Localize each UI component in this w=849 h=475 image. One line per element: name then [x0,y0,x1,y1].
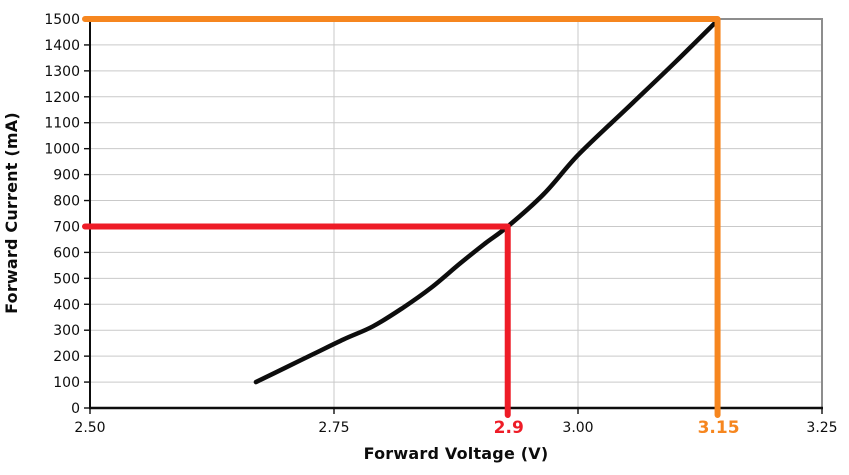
orange-crosshair-label: 3.15 [698,418,740,438]
red-crosshair-line [82,223,511,418]
y-tick-label: 900 [53,168,80,184]
x-tick-label: 2.50 [74,420,105,436]
x-tick-label: 3.00 [562,420,593,436]
y-tick-label: 200 [53,349,80,365]
x-tick-label: 2.75 [318,420,349,436]
y-tick-label: 1300 [44,64,80,80]
x-axis-title: Forward Voltage (V) [363,444,549,463]
red-crosshair-label: 2.9 [494,418,524,438]
y-tick-label: 1200 [44,90,80,106]
y-tick-label: 1500 [44,12,80,28]
x-tick-label: 3.25 [806,420,837,436]
y-tick-label: 400 [53,297,80,313]
forward-iv-curve [253,18,720,385]
y-tick-label: 800 [53,194,80,210]
y-tick-label: 700 [53,219,80,235]
y-tick-label: 300 [53,323,80,339]
y-tick-label: 1000 [44,142,80,158]
y-tick-label: 100 [53,375,80,391]
y-tick-label: 0 [71,401,80,417]
y-tick-label: 1400 [44,38,80,54]
y-tick-label: 600 [53,245,80,261]
y-tick-label: 1100 [44,116,80,132]
orange-crosshair-line [82,16,721,418]
y-tick-label: 500 [53,271,80,287]
